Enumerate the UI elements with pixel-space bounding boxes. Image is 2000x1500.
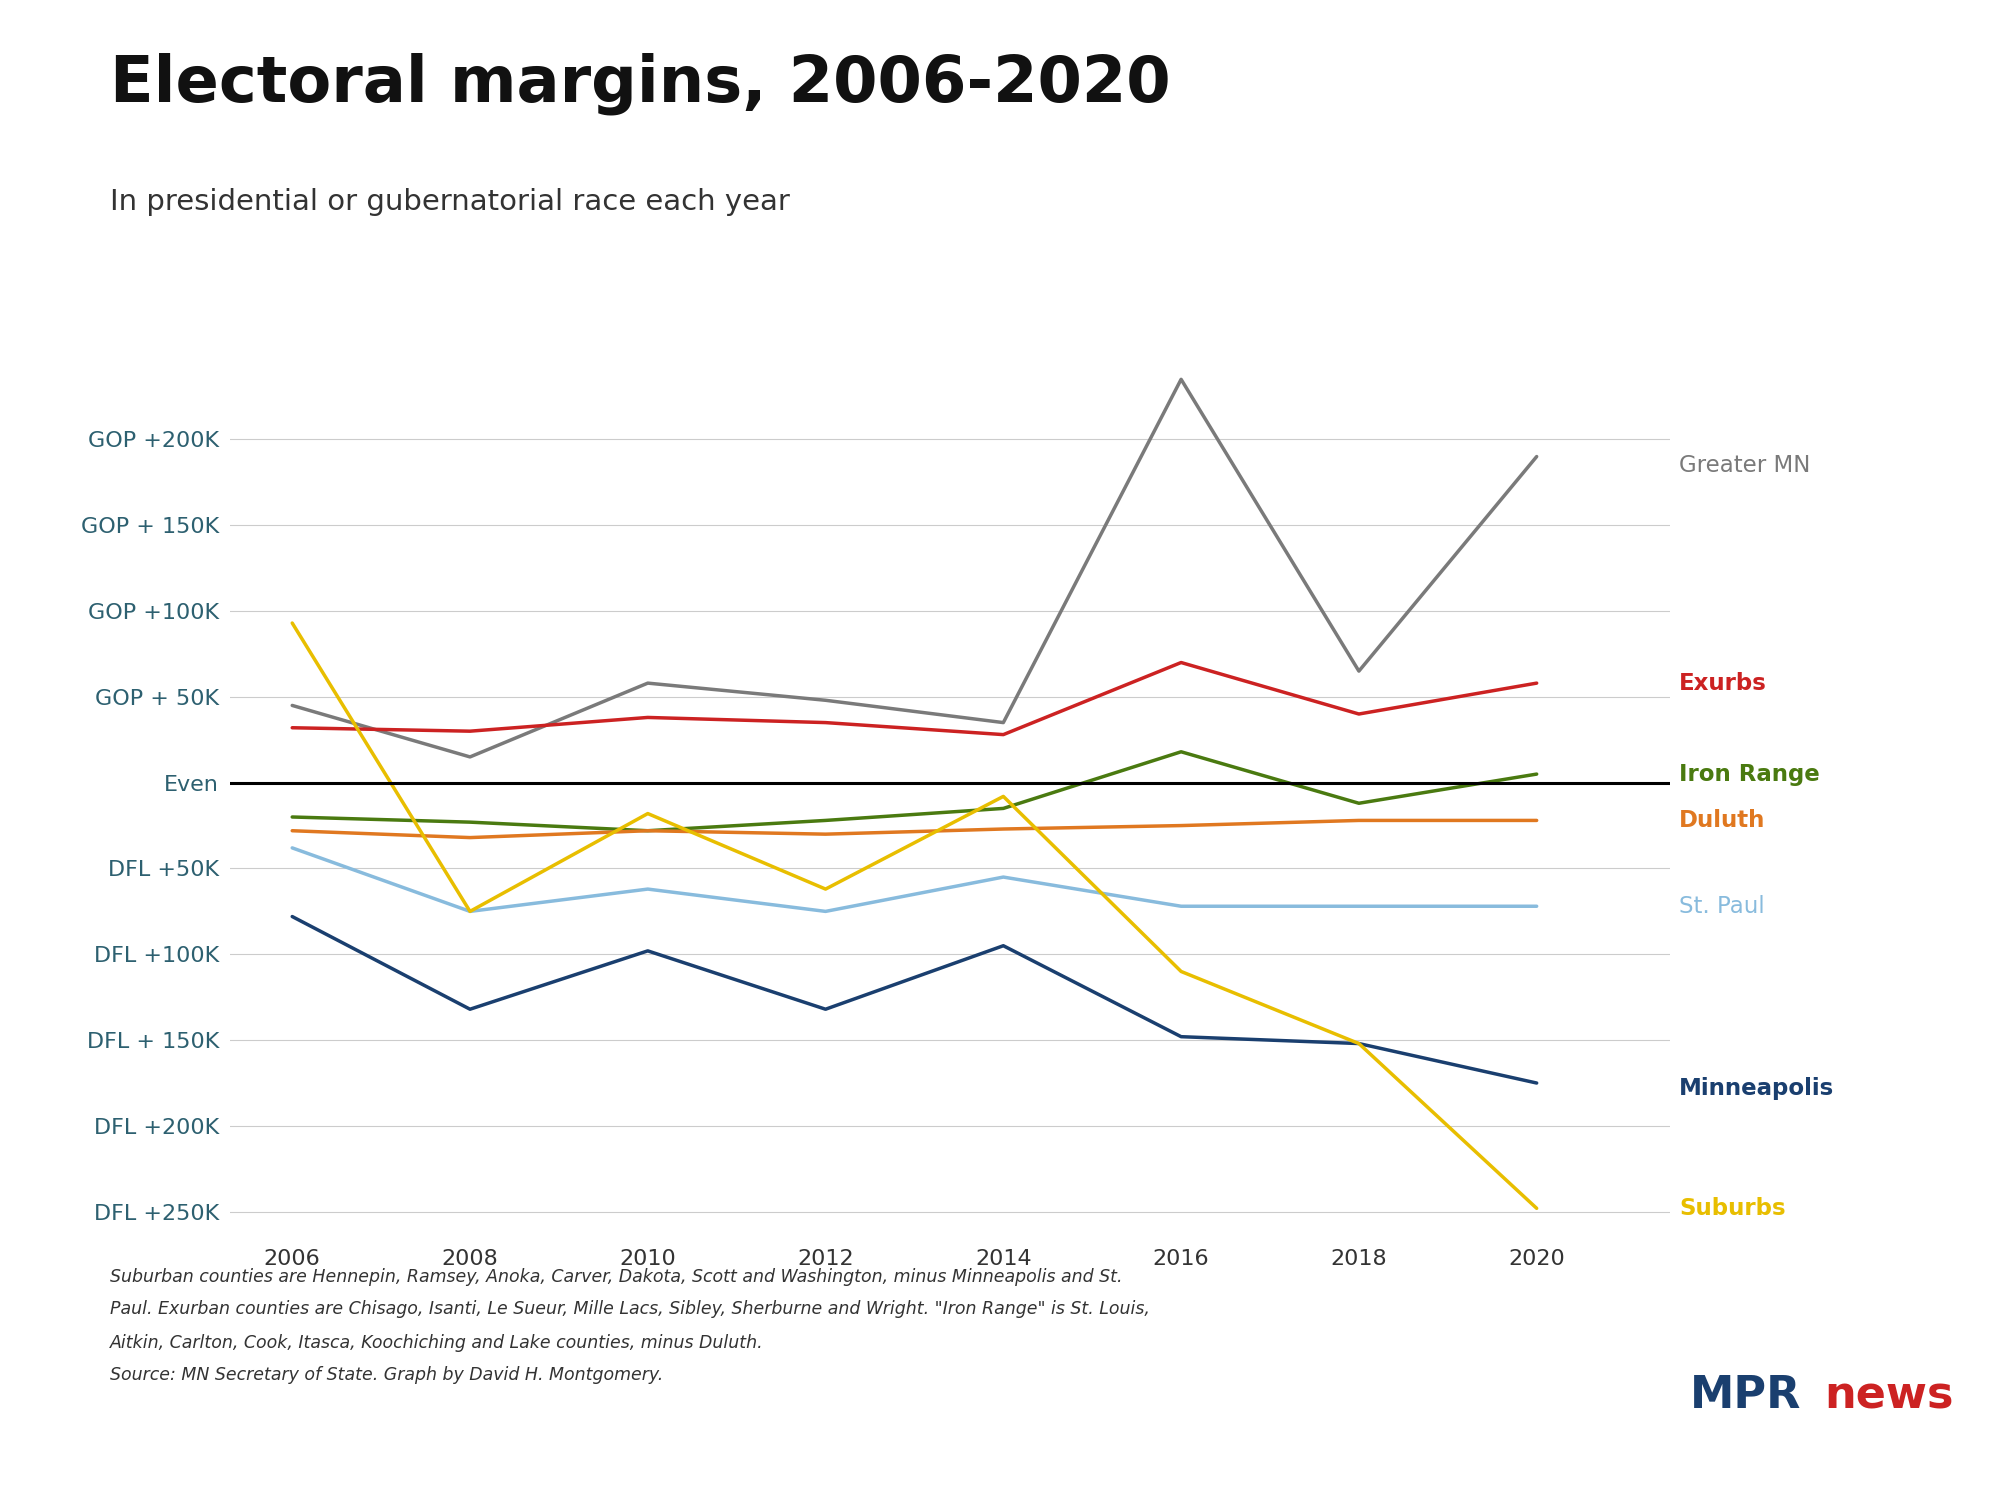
Text: Exurbs: Exurbs — [1678, 672, 1766, 694]
Text: Paul. Exurban counties are Chisago, Isanti, Le Sueur, Mille Lacs, Sibley, Sherbu: Paul. Exurban counties are Chisago, Isan… — [110, 1300, 1150, 1318]
Text: MPR: MPR — [1690, 1374, 1802, 1417]
Text: In presidential or gubernatorial race each year: In presidential or gubernatorial race ea… — [110, 188, 790, 216]
Text: Aitkin, Carlton, Cook, Itasca, Koochiching and Lake counties, minus Duluth.: Aitkin, Carlton, Cook, Itasca, Koochichi… — [110, 1334, 764, 1352]
Text: Greater MN: Greater MN — [1678, 453, 1810, 477]
Text: St. Paul: St. Paul — [1678, 894, 1764, 918]
Text: Suburbs: Suburbs — [1678, 1197, 1786, 1219]
Text: Duluth: Duluth — [1678, 808, 1766, 832]
Text: Minneapolis: Minneapolis — [1678, 1077, 1834, 1100]
Text: Source: MN Secretary of State. Graph by David H. Montgomery.: Source: MN Secretary of State. Graph by … — [110, 1366, 664, 1384]
Text: news: news — [1824, 1374, 1954, 1417]
Text: Electoral margins, 2006-2020: Electoral margins, 2006-2020 — [110, 53, 1170, 116]
Text: Iron Range: Iron Range — [1678, 762, 1820, 786]
Text: Suburban counties are Hennepin, Ramsey, Anoka, Carver, Dakota, Scott and Washing: Suburban counties are Hennepin, Ramsey, … — [110, 1268, 1122, 1286]
